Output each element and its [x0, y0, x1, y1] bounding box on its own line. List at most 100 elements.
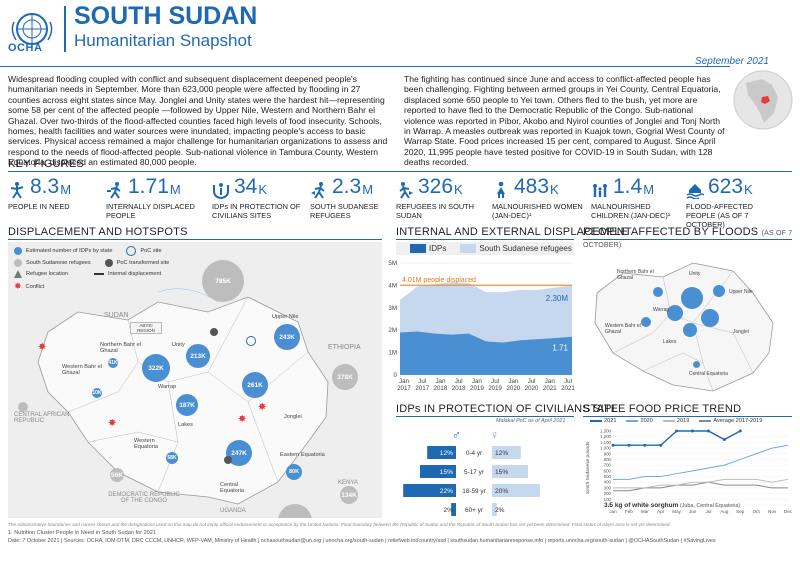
- poc-transformed-icon: [104, 259, 113, 267]
- x-tick-label: Sep: [736, 509, 745, 514]
- refugees-in-ss-icon: [399, 182, 413, 199]
- poc-bar-female: [492, 484, 540, 497]
- price-line-chart: 01002003004005006007008009001,0001,1001,…: [585, 429, 792, 515]
- series-line-average-2017-2019: [613, 481, 788, 492]
- key-figure-poc-idps: 34 K IDPs IN PROTECTION OF CIVILIANS SITE…: [212, 175, 307, 220]
- y-tick-label: 5M: [388, 260, 397, 267]
- x-tick-label: 2020: [506, 385, 520, 392]
- x-tick-label: Dec: [784, 509, 792, 514]
- poc-age-label: 0-4 yr: [466, 450, 483, 457]
- key-figure-label: PEOPLE IN NEED: [8, 202, 70, 211]
- footer-sources: Date: 7 October 2021 | Sources: OCHA, IO…: [8, 538, 716, 544]
- flood-bubble-nbeg: [653, 287, 663, 297]
- legend-refugee-swatch: [460, 244, 477, 253]
- key-figure-value: 483: [514, 175, 550, 198]
- key-figure-unit: K: [454, 182, 463, 197]
- x-tick-label: Jul: [706, 509, 712, 514]
- key-figure-unit: M: [643, 182, 655, 197]
- poc-icon: [213, 183, 229, 199]
- poc-pyramid-chart: 12% 0-4 yr 12% 15% 5-17 yr 15% 22% 18-59 yr 20% 2…: [403, 446, 540, 516]
- poc-site-icon: [126, 246, 137, 256]
- flood-label-lakes: Lakes: [663, 339, 677, 345]
- x-tick-label: Jul: [418, 378, 426, 385]
- poc-bar-male: [451, 503, 456, 516]
- poc-age-label: 60+ yr: [465, 507, 484, 514]
- female-icon: ♀: [490, 428, 499, 442]
- people-in-need-icon: [10, 182, 24, 199]
- series-line-2020: [613, 444, 789, 480]
- x-tick-label: Nov: [768, 509, 777, 514]
- y-tick-label: 700: [604, 463, 612, 468]
- bubble-jonglei: 261K: [242, 372, 268, 398]
- price-rule: [583, 416, 792, 417]
- internal-displacement-arrow-icon: [93, 273, 104, 275]
- flood-icon: [686, 184, 704, 199]
- poc-female-label: 20%: [495, 488, 508, 495]
- poc-title: IDPs IN PROTECTION OF CIVILIANS SITE: [396, 403, 619, 415]
- legend-2021-label: 2021: [604, 418, 617, 424]
- conflict-marker: ✸: [38, 342, 47, 353]
- floods-rule: [583, 239, 792, 240]
- poc-age-label: 18-59 yr: [462, 488, 486, 495]
- key-figure-value: 34: [234, 175, 258, 198]
- state-label-unity: Unity: [172, 342, 185, 348]
- x-tick-label: Jul: [528, 378, 536, 385]
- x-tick-label: Aug: [720, 509, 729, 514]
- series-point-2021: [706, 429, 710, 433]
- state-label-jonglei: Jonglei: [284, 414, 302, 420]
- x-tick-label: May: [672, 509, 681, 514]
- series-line-2019: [613, 478, 789, 489]
- legend-ref-label: South Sudanese refugees: [479, 244, 572, 253]
- poc-female-label: 12%: [495, 450, 508, 457]
- flood-bubble-lakes: [683, 323, 697, 337]
- state-label-weq: Western Equatoria: [134, 438, 158, 450]
- country-label-ethiopia: ETHIOPIA: [328, 344, 361, 351]
- flood-bubble-wbeg: [641, 317, 651, 327]
- footer-disclaimer: The administrative boundaries and names …: [8, 522, 671, 527]
- key-figure-unit: M: [362, 182, 374, 197]
- y-tick-label: 600: [604, 468, 612, 473]
- map-title: DISPLACEMENT AND HOTSPOTS: [8, 226, 188, 238]
- legend-poc-transformed-label: PoC transformed site: [116, 260, 170, 266]
- floods-title: PEOPLE AFFECTED BY FLOODS (AS OF 7 OCTOB…: [583, 226, 800, 250]
- key-figure-value: 623: [708, 175, 744, 198]
- country-label-sudan: SUDAN: [104, 312, 129, 319]
- un-emblem-icon: [11, 13, 53, 45]
- y-tick-label: 2M: [388, 327, 397, 334]
- key-figure-malnourished-children: 1.4 M MALNOURISHED CHILDREN (JAN-DEC)¹: [591, 175, 686, 220]
- flood-label-wbeg: Western Bahr el Ghazal: [605, 323, 641, 335]
- poc-note: Malakal PoC as of April 2021: [496, 418, 566, 424]
- children-icon: [593, 184, 607, 197]
- conflict-icon: ✸: [14, 281, 22, 291]
- annotation-refugees: 2.30M: [546, 294, 569, 303]
- globe-locator-icon: [733, 70, 793, 130]
- x-tick-label: Jan: [508, 378, 519, 385]
- poc-bar-male: [420, 465, 456, 478]
- conflict-marker: ✸: [258, 402, 267, 413]
- x-tick-label: 2019: [470, 385, 484, 392]
- flood-label-warrap: Warrap: [653, 307, 670, 313]
- price-legend: 2021 2020 2019 Average 2017-2019: [590, 418, 762, 424]
- male-icon: ♂: [452, 428, 461, 442]
- poc-female-label: 2%: [495, 507, 505, 514]
- x-tick-label: Oct: [753, 509, 761, 514]
- bubble-ethiopia: 378K: [332, 364, 358, 390]
- legend-avg-label: Average 2017-2019: [713, 418, 763, 424]
- x-tick-label: Mar: [641, 509, 649, 514]
- state-label-nbeg: Northern Bahr el Ghazal: [100, 342, 142, 354]
- poc-bar-female: [492, 465, 528, 478]
- legend-2020-label: 2020: [640, 418, 653, 424]
- x-tick-label: 2017: [415, 385, 429, 392]
- flood-label-nbeg: Northern Bahr el Ghazal: [617, 269, 654, 281]
- bubble-warrap: 322K: [142, 354, 170, 382]
- series-point-2021: [627, 443, 631, 447]
- bubble-nbeg: 41K: [108, 358, 118, 368]
- key-figure-unit: K: [744, 182, 753, 197]
- map-legend: Estimated number of IDPs by state PoC si…: [14, 246, 194, 292]
- floods-map-shape: [594, 262, 774, 392]
- poc-transformed-marker: [210, 328, 218, 336]
- x-tick-label: Feb: [625, 509, 633, 514]
- x-tick-label: Jul: [564, 378, 572, 385]
- y-tick-label: 0: [394, 372, 398, 379]
- key-figure-label: REFUGEES IN SOUTH SUDAN: [396, 202, 475, 220]
